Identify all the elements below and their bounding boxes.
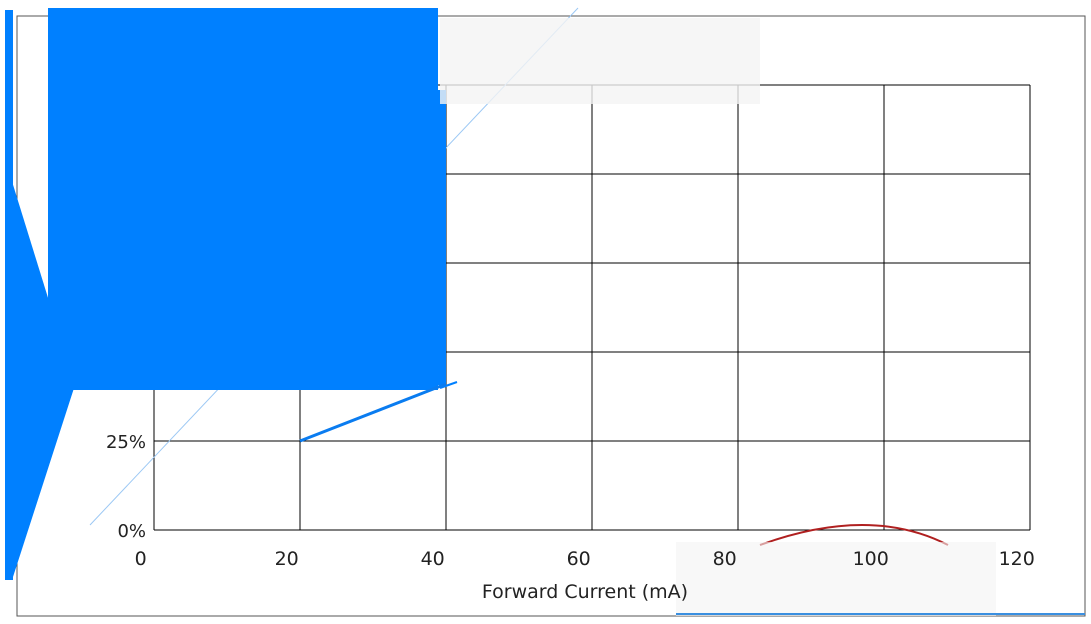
left-wedge-shape — [10, 175, 75, 580]
x-tick-label: 80 — [713, 548, 737, 570]
y-tick-label: 0% — [117, 521, 146, 542]
garbled-lower-area — [676, 542, 996, 616]
red-arc-mark — [759, 524, 949, 546]
x-tick-label: 0 — [135, 548, 147, 570]
decorations — [5, 7, 1085, 616]
x-tick-label: 120 — [999, 548, 1035, 570]
x-tick-labels: 0 20 40 60 80 100 120 — [135, 548, 1035, 570]
series-line — [299, 382, 447, 443]
left-edge-bar — [5, 10, 13, 580]
redaction-block — [48, 8, 438, 390]
y-tick-label: 25% — [106, 432, 146, 453]
x-tick-label: 40 — [421, 548, 445, 570]
x-axis-label: Forward Current (mA) — [482, 581, 688, 603]
y-tick-labels: 0% 25% — [106, 432, 146, 542]
x-tick-label: 20 — [275, 548, 299, 570]
x-tick-label: 60 — [567, 548, 591, 570]
x-tick-label: 100 — [853, 548, 889, 570]
series-layer — [299, 382, 447, 443]
garbled-title-area — [440, 18, 760, 104]
pointer-stroke — [439, 381, 458, 389]
redaction-block-edge — [435, 90, 446, 385]
